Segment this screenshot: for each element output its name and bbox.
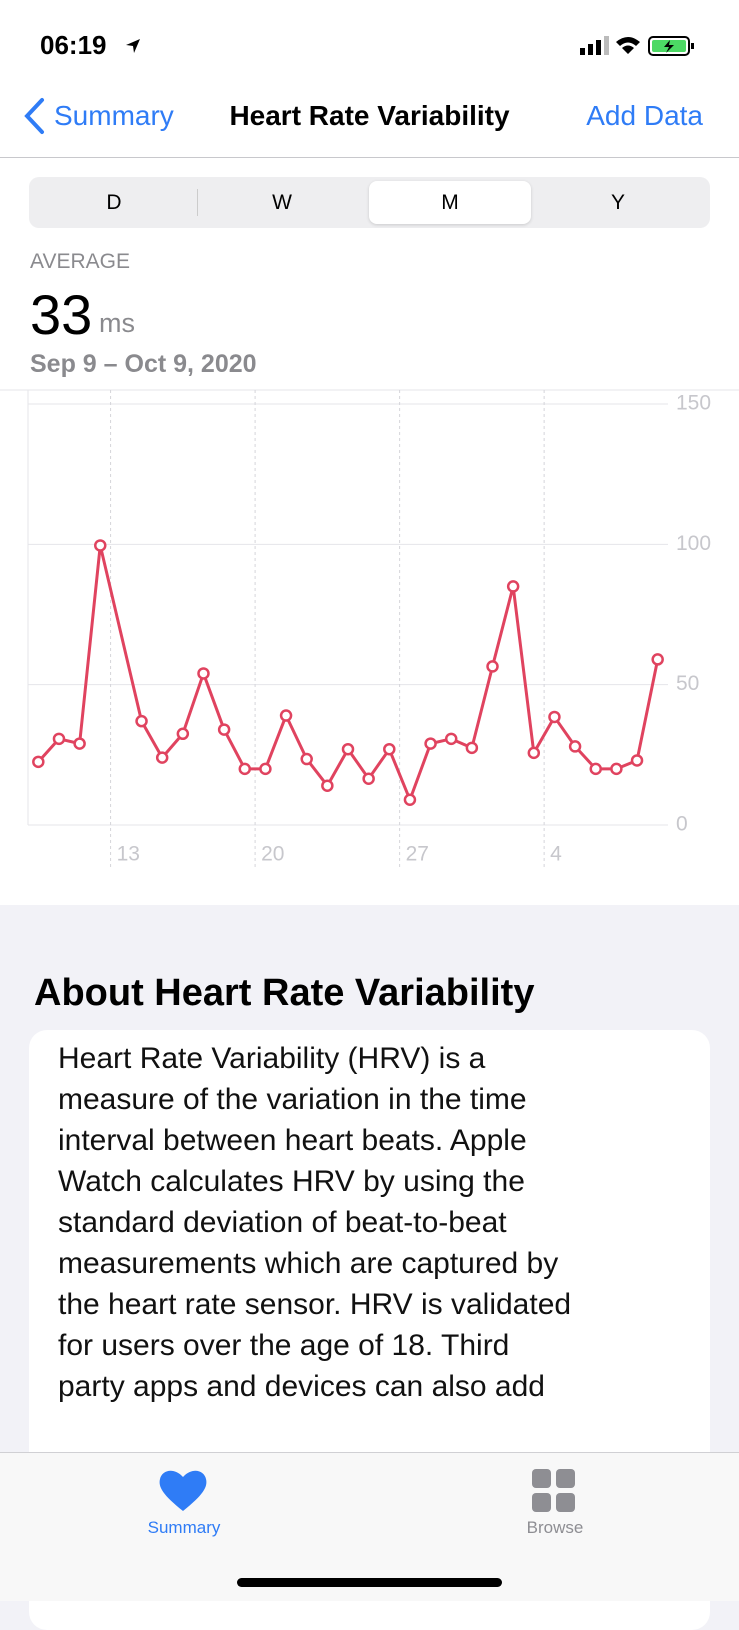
- browse-icon[interactable]: [532, 1469, 576, 1513]
- segment[interactable]: M: [369, 181, 531, 224]
- data-point: [155, 751, 169, 764]
- data-point: [362, 772, 375, 785]
- data-point: [465, 741, 479, 755]
- about-text: for users over the age of 18. Third: [58, 1329, 510, 1362]
- data-point: [217, 723, 231, 736]
- data-point: [444, 732, 458, 746]
- chart: 0 50 100 150 13 20 27 4: [0, 389, 739, 870]
- about-text: Heart Rate Variability (HRV) is a: [58, 1042, 486, 1075]
- home-indicator: [237, 1578, 502, 1587]
- y-tick-label: 50: [676, 672, 699, 695]
- data-point: [321, 779, 334, 792]
- y-tick-label: 100: [676, 532, 711, 555]
- data-point: [197, 667, 210, 680]
- back-button[interactable]: Summary: [54, 100, 174, 131]
- about-text: party apps and devices can also add: [58, 1370, 545, 1403]
- status-icons: [580, 36, 694, 56]
- nav-title: Heart Rate Variability: [229, 100, 510, 131]
- y-tick-label: 150: [676, 392, 711, 415]
- average-label: AVERAGE: [30, 250, 130, 273]
- content-top: 06:19 Summary Heart Rate Variability Add…: [0, 0, 739, 905]
- data-point: [610, 762, 623, 776]
- data-point: [424, 737, 437, 750]
- status-time: 06:19: [40, 30, 107, 60]
- x-tick-label: 4: [550, 843, 562, 866]
- x-tick-label: 27: [406, 843, 429, 866]
- summary-icon[interactable]: [158, 1467, 208, 1513]
- x-tick-label: 13: [117, 843, 140, 866]
- data-point: [486, 660, 499, 673]
- about-text: Watch calculates HRV by using the: [58, 1165, 525, 1198]
- data-point: [568, 740, 582, 753]
- x-tick-label: 20: [261, 843, 284, 866]
- series-line: [37, 543, 660, 802]
- data-point: [52, 732, 66, 746]
- about-text: standard deviation of beat-to-beat: [58, 1206, 507, 1239]
- data-point: [238, 762, 252, 776]
- y-tick-label: 0: [676, 813, 688, 836]
- data-point: [259, 762, 272, 776]
- data-point: [341, 742, 355, 756]
- tab-label[interactable]: Browse: [526, 1518, 584, 1537]
- section-title: About Heart Rate Variability: [34, 972, 535, 1014]
- date-range: Sep 9 – Oct 9, 2020: [30, 350, 257, 378]
- data-point: [94, 539, 107, 552]
- segment[interactable]: Y: [610, 191, 625, 214]
- segment[interactable]: D: [106, 191, 122, 214]
- segment[interactable]: W: [272, 191, 292, 214]
- data-point: [527, 746, 541, 760]
- data-point: [548, 710, 561, 724]
- tab-label[interactable]: Summary: [147, 1518, 221, 1537]
- data-point: [651, 653, 664, 666]
- data-point: [589, 762, 602, 776]
- about-text: interval between heart beats. Apple: [58, 1124, 527, 1157]
- data-point: [630, 754, 644, 767]
- back-chevron[interactable]: [22, 97, 46, 137]
- data-point: [383, 742, 396, 756]
- about-text: the heart rate sensor. HRV is validated: [58, 1288, 572, 1321]
- add-data-button[interactable]: Add Data: [586, 100, 703, 131]
- about-text: measure of the variation in the time: [58, 1083, 527, 1116]
- average-unit: ms: [99, 308, 135, 338]
- data-point: [506, 580, 520, 593]
- data-point: [73, 737, 86, 750]
- data-point: [176, 727, 190, 741]
- data-point: [403, 793, 417, 806]
- segment-divider: [197, 189, 198, 216]
- location-icon: [126, 39, 140, 53]
- about-text: measurements which are captured by: [58, 1247, 559, 1280]
- average-value: 33: [30, 283, 93, 346]
- tab-bar: Summary Browse: [0, 1452, 739, 1601]
- data-point: [32, 755, 45, 769]
- data-point: [135, 714, 148, 728]
- data-point: [300, 752, 313, 766]
- data-point: [279, 709, 293, 722]
- divider: [0, 157, 739, 158]
